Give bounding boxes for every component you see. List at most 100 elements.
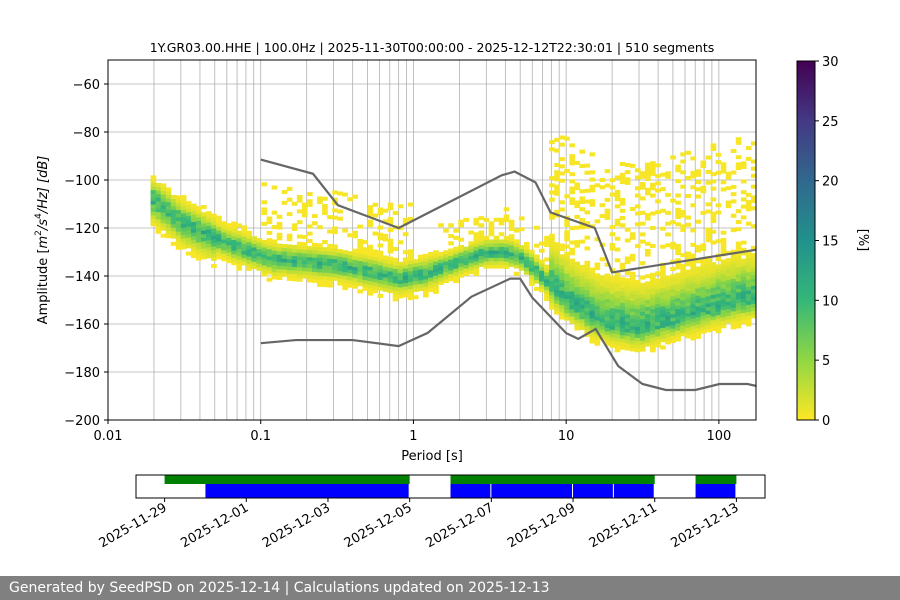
psd-cell: [599, 293, 606, 298]
psd-cell: [700, 257, 707, 262]
psd-cell: [609, 246, 616, 251]
psd-cell: [453, 235, 459, 240]
psd-cell: [645, 328, 651, 333]
psd-cell: [503, 239, 510, 244]
psd-cell: [554, 307, 560, 312]
psd-cell: [448, 241, 454, 246]
psd-cell: [554, 274, 560, 279]
psd-cell: [584, 314, 591, 319]
psd-cell: [614, 341, 621, 346]
psd-cell: [175, 198, 182, 203]
psd-cell: [569, 197, 575, 202]
psd-cell: [190, 214, 197, 219]
psd-cell: [337, 281, 343, 286]
psd-cell: [685, 291, 692, 296]
psd-cell: [518, 259, 525, 264]
psd-cell: [483, 235, 490, 240]
psd-cell: [211, 246, 217, 251]
psd-cell: [740, 312, 747, 317]
psd-cell: [160, 197, 167, 202]
psd-cell: [453, 228, 459, 233]
psd-cell: [685, 287, 692, 292]
psd-cell: [705, 274, 712, 279]
psd-cell: [619, 216, 626, 221]
psd-cell: [569, 200, 575, 205]
psd-cell: [175, 227, 182, 232]
psd-cell: [619, 277, 626, 282]
psd-cell: [740, 269, 747, 274]
psd-cell: [705, 234, 712, 239]
psd-cell: [700, 322, 707, 327]
psd-cell: [231, 239, 237, 244]
psd-cell: [629, 322, 636, 327]
psd-cell: [190, 243, 197, 248]
psd-cell: [574, 294, 581, 299]
psd-cell: [685, 150, 692, 155]
psd-cell: [559, 243, 565, 248]
psd-cell: [735, 245, 742, 250]
psd-cell: [534, 265, 540, 270]
psd-cell: [539, 241, 545, 246]
psd-cell: [660, 313, 666, 318]
psd-cell: [453, 250, 459, 255]
psd-cell: [655, 343, 661, 348]
psd-cell: [650, 297, 656, 302]
psd-cell: [221, 242, 227, 247]
psd-cell: [569, 319, 575, 324]
psd-cell: [665, 329, 671, 334]
psd-cell: [195, 216, 202, 221]
psd-cell: [690, 314, 697, 319]
psd-cell: [438, 273, 444, 278]
psd-cell: [337, 274, 343, 279]
x-tick-label: 0.1: [250, 429, 271, 444]
psd-cell: [559, 135, 565, 140]
psd-cell: [629, 282, 636, 287]
psd-cell: [624, 285, 631, 290]
psd-cell: [715, 322, 722, 327]
psd-cell: [629, 307, 636, 312]
psd-cell: [650, 272, 656, 277]
psd-cell: [604, 183, 611, 188]
psd-cell: [705, 310, 712, 315]
psd-cell: [195, 256, 202, 261]
psd-cell: [150, 218, 157, 223]
psd-cell: [665, 174, 671, 179]
psd-cell: [645, 162, 651, 167]
psd-cell: [261, 221, 268, 226]
psd-cell: [569, 312, 575, 317]
psd-cell: [266, 241, 273, 246]
psd-cell: [201, 244, 207, 249]
psd-cell: [241, 250, 248, 255]
psd-cell: [705, 328, 712, 333]
psd-cell: [589, 152, 596, 157]
psd-cell: [710, 323, 717, 328]
psd-cell: [160, 186, 167, 191]
psd-cell: [180, 216, 187, 221]
psd-cell: [614, 297, 621, 302]
psd-cell: [377, 275, 384, 280]
psd-cell: [695, 280, 702, 285]
psd-cell: [639, 340, 646, 345]
psd-cell: [619, 180, 626, 185]
psd-cell: [710, 211, 717, 216]
psd-cell: [523, 252, 530, 257]
psd-cell: [745, 264, 752, 269]
psd-cell: [670, 267, 676, 272]
psd-cell: [549, 291, 555, 296]
psd-cell: [715, 275, 722, 280]
psd-cell: [579, 315, 586, 320]
psd-cell: [226, 252, 232, 256]
psd-cell: [271, 250, 278, 255]
psd-cell: [594, 287, 601, 292]
psd-cell: [750, 141, 756, 146]
psd-cell: [695, 244, 702, 249]
psd-cell: [660, 295, 666, 300]
psd-cell: [750, 166, 756, 171]
psd-cell: [448, 234, 454, 239]
psd-cell: [508, 223, 515, 228]
psd-cell: [609, 304, 616, 309]
psd-cell: [367, 212, 374, 217]
psd-cell: [609, 279, 616, 284]
psd-cell: [624, 292, 631, 297]
psd-cell: [367, 255, 374, 260]
